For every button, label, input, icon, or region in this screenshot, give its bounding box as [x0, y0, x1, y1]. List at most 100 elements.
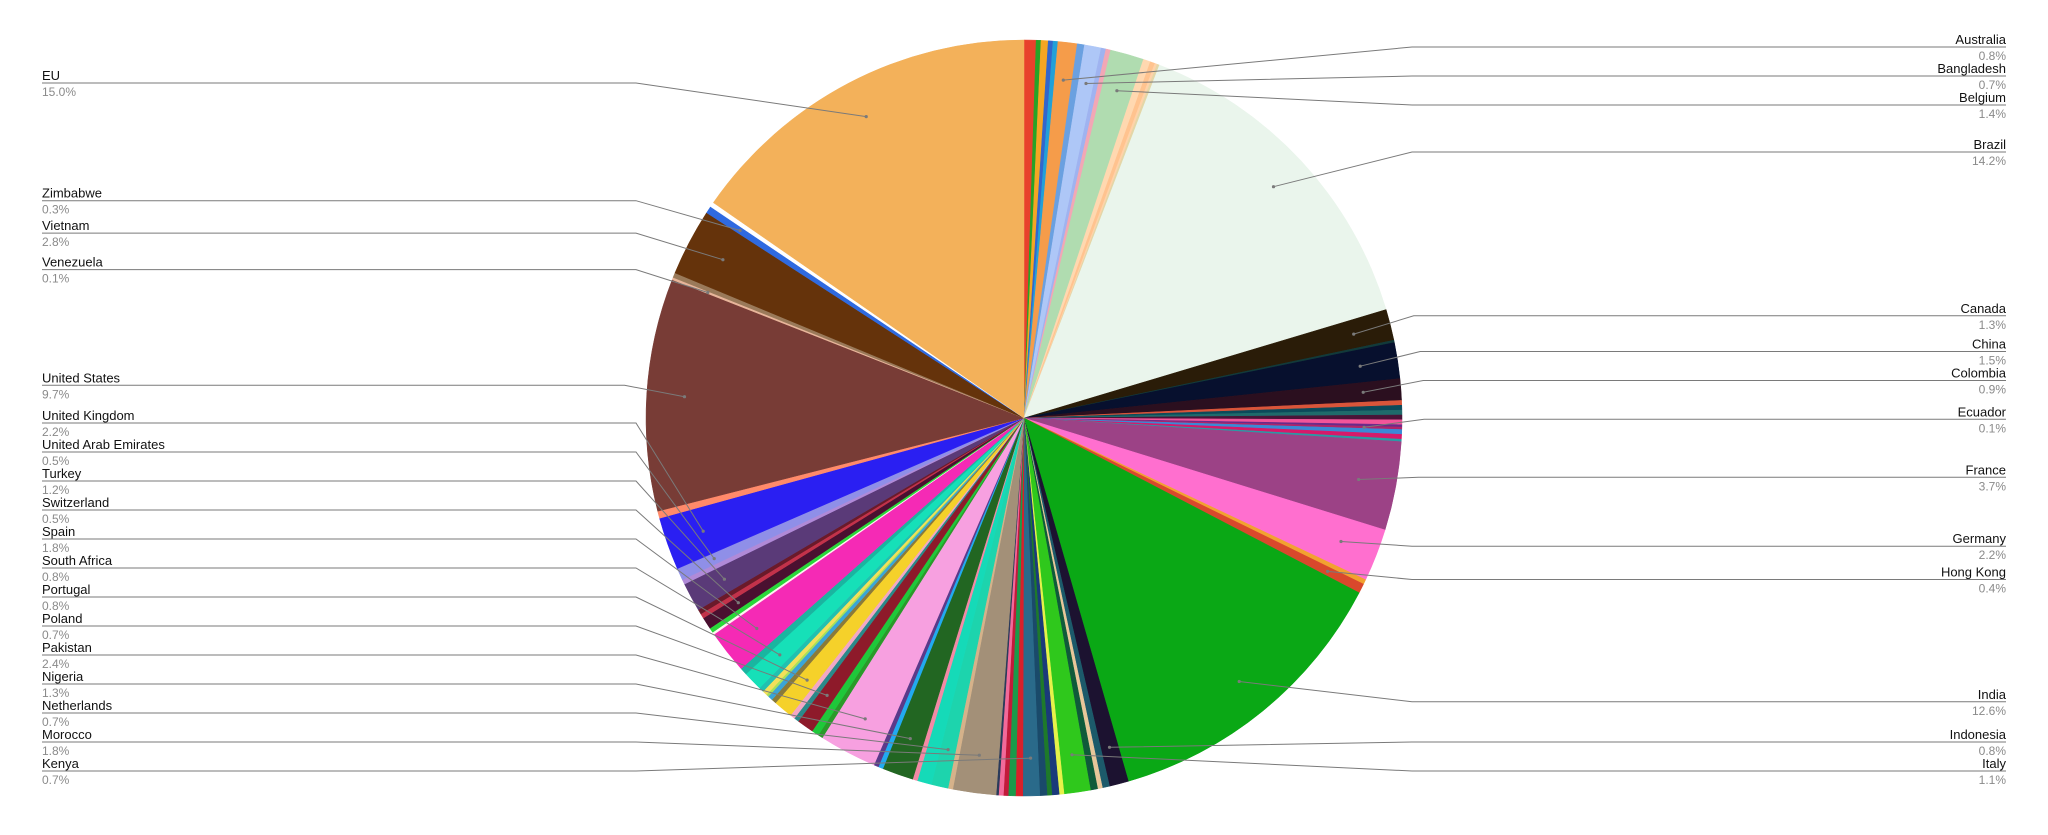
label-pct-pakistan: 2.4%	[42, 657, 70, 671]
leader-dot-belgium	[1115, 89, 1119, 93]
label-pct-poland: 0.7%	[42, 628, 70, 642]
label-name-belgium: Belgium	[1959, 90, 2006, 105]
leader-line-netherlands	[42, 712, 949, 751]
label-name-pakistan: Pakistan	[42, 640, 92, 655]
leader-dot-indonesia	[1107, 745, 1112, 749]
label-pct-colombia: 0.9%	[1979, 382, 2007, 396]
leader-line-canada	[1353, 315, 2006, 335]
label-pct-morocco: 1.8%	[42, 744, 70, 758]
label-name-poland: Poland	[42, 611, 82, 626]
leader-line-belgium	[1116, 90, 2006, 106]
label-name-eu: EU	[42, 68, 60, 83]
label-pct-germany: 2.2%	[1979, 548, 2007, 562]
label-pct-united-kingdom: 2.2%	[42, 425, 70, 439]
slice-labels: Australia0.8%Bangladesh0.7%Belgium1.4%Br…	[42, 32, 2007, 787]
leader-dot-morocco	[977, 753, 981, 757]
leader-line-poland	[42, 625, 828, 696]
label-name-zimbabwe: Zimbabwe	[42, 186, 102, 201]
leader-dot-united-kingdom	[701, 529, 705, 533]
leader-dot-pakistan	[863, 717, 867, 721]
leader-line-hong-kong	[1327, 570, 2006, 580]
label-pct-france: 3.7%	[1979, 479, 2007, 493]
leader-dot-eu	[864, 115, 868, 119]
leader-dot-nigeria	[908, 737, 912, 741]
slice-brazil[interactable]	[1023, 64, 1387, 419]
label-name-brazil: Brazil	[1973, 137, 2006, 152]
leader-dot-italy	[1070, 753, 1074, 757]
label-name-united-kingdom: United Kingdom	[42, 408, 135, 423]
leader-line-pakistan	[42, 654, 866, 720]
leader-dot-australia	[1061, 78, 1065, 82]
label-pct-eu: 15.0%	[42, 85, 76, 99]
label-name-south-africa: South Africa	[42, 553, 113, 568]
leader-line-indonesia	[1109, 741, 2006, 748]
label-pct-ecuador: 0.1%	[1979, 421, 2007, 435]
leader-dot-poland	[825, 693, 829, 698]
label-pct-spain: 1.8%	[42, 541, 70, 555]
leader-line-united-arab-emirates	[42, 451, 715, 559]
label-name-united-arab-emirates: United Arab Emirates	[42, 437, 165, 452]
leader-line-portugal	[42, 596, 808, 681]
label-pct-zimbabwe: 0.3%	[42, 203, 70, 217]
slice-india[interactable]	[1023, 417, 1360, 782]
label-pct-brazil: 14.2%	[1972, 154, 2006, 168]
label-name-australia: Australia	[1955, 32, 2006, 47]
leader-line-united-states	[42, 384, 685, 398]
leader-line-italy	[1071, 754, 2006, 772]
leader-line-spain	[42, 538, 758, 629]
label-name-indonesia: Indonesia	[1950, 727, 2007, 742]
leader-line-nigeria	[42, 683, 911, 740]
leader-line-venezuela	[42, 269, 708, 293]
label-pct-bangladesh: 0.7%	[1979, 78, 2007, 92]
label-name-germany: Germany	[1953, 531, 2007, 546]
label-pct-netherlands: 0.7%	[42, 715, 70, 729]
leader-line-australia	[1063, 46, 2006, 81]
leader-dot-germany	[1339, 539, 1343, 544]
leader-dot-united-states	[682, 395, 687, 399]
leader-line-germany	[1340, 541, 2006, 547]
label-pct-indonesia: 0.8%	[1979, 744, 2007, 758]
label-pct-vietnam: 2.8%	[42, 235, 70, 249]
label-name-spain: Spain	[42, 524, 75, 539]
pie-slices	[645, 39, 1403, 797]
leader-line-turkey	[42, 480, 725, 580]
leader-dot-portugal	[805, 678, 809, 682]
label-pct-india: 12.6%	[1972, 704, 2006, 718]
leader-dot-switzerland	[736, 601, 740, 605]
leader-line-france	[1358, 476, 2006, 480]
slice-united-states[interactable]	[645, 279, 1025, 512]
leader-line-china	[1360, 351, 2006, 367]
label-pct-united-states: 9.7%	[42, 387, 70, 401]
leader-dot-hong-kong	[1326, 569, 1330, 574]
leader-line-brazil	[1273, 151, 2006, 188]
leader-dot-china	[1358, 364, 1362, 368]
leader-dot-spain	[755, 626, 759, 631]
leader-line-colombia	[1363, 380, 2006, 393]
label-pct-italy: 1.1%	[1979, 773, 2007, 787]
label-pct-belgium: 1.4%	[1979, 107, 2007, 121]
leader-dot-kenya	[1029, 756, 1033, 760]
label-name-netherlands: Netherlands	[42, 698, 113, 713]
leader-line-bangladesh	[1085, 75, 2006, 84]
label-name-vietnam: Vietnam	[42, 218, 89, 233]
leader-dot-turkey	[722, 577, 727, 581]
leader-line-united-kingdom	[42, 422, 704, 532]
leader-dot-ecuador	[1362, 425, 1366, 429]
leader-line-zimbabwe	[42, 200, 741, 231]
slice-eu[interactable]	[712, 39, 1025, 419]
label-name-italy: Italy	[1982, 756, 2006, 771]
label-name-morocco: Morocco	[42, 727, 92, 742]
label-name-nigeria: Nigeria	[42, 669, 84, 684]
leader-lines	[42, 46, 2006, 772]
label-pct-united-arab-emirates: 0.5%	[42, 454, 70, 468]
leader-dot-south-africa	[778, 653, 782, 657]
leader-dot-brazil	[1271, 185, 1276, 189]
leader-dot-united-arab-emirates	[712, 557, 716, 561]
label-pct-australia: 0.8%	[1979, 49, 2007, 63]
label-name-colombia: Colombia	[1951, 365, 2007, 380]
label-name-turkey: Turkey	[42, 466, 82, 481]
leader-dot-bangladesh	[1084, 81, 1088, 86]
leader-dot-canada	[1352, 332, 1356, 336]
leader-dot-venezuela	[706, 290, 710, 295]
label-name-united-states: United States	[42, 370, 121, 385]
